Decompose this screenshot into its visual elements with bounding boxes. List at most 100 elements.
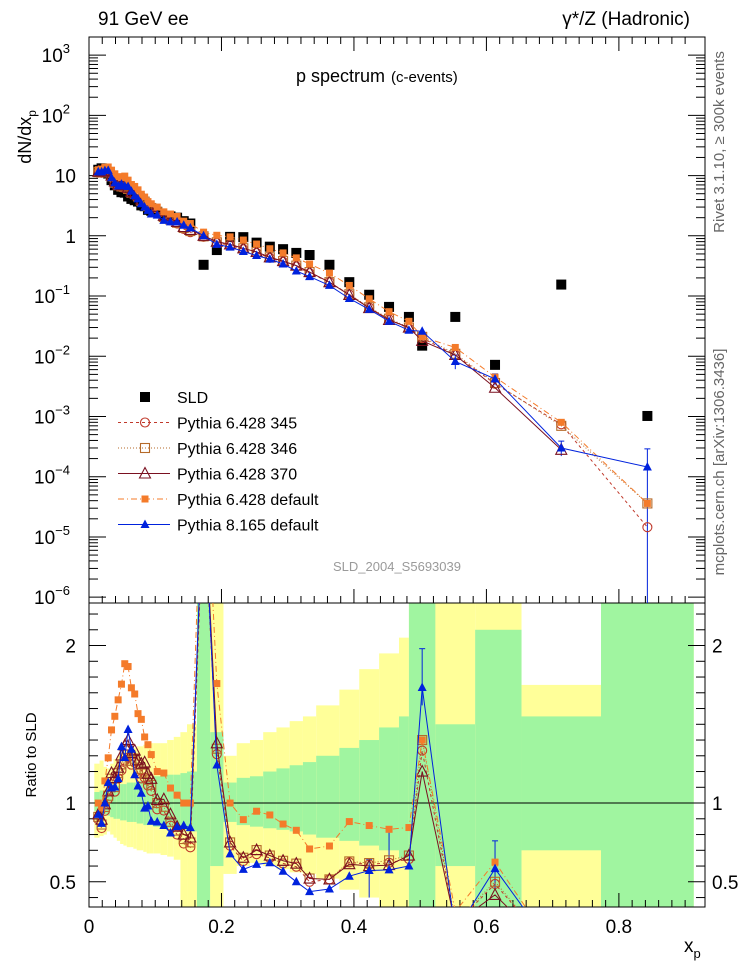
inner-band xyxy=(140,780,144,824)
series-point xyxy=(164,807,177,820)
y-tick-label: 10−2 xyxy=(34,342,70,368)
y-tick-label: 10−4 xyxy=(34,463,70,489)
sld-point xyxy=(642,410,653,421)
sld-point xyxy=(278,244,289,255)
y-tick-label: 1 xyxy=(65,227,76,248)
series-point xyxy=(305,271,315,281)
axis-ticks xyxy=(88,36,705,907)
series-point xyxy=(344,293,354,303)
series-point xyxy=(291,266,301,275)
series-point xyxy=(276,853,290,866)
series-point xyxy=(404,325,414,334)
series-point xyxy=(417,326,427,335)
y-tick-label: 10−3 xyxy=(34,402,70,428)
series-point xyxy=(136,788,146,797)
series-point xyxy=(278,866,288,875)
sld-point xyxy=(291,247,302,258)
series-point xyxy=(138,755,152,768)
series-point xyxy=(225,848,235,858)
y-tick-label: 102 xyxy=(42,101,70,127)
series-point xyxy=(199,230,209,240)
series-point xyxy=(345,818,353,826)
series-point xyxy=(384,864,394,874)
series-point xyxy=(488,887,502,900)
series-point xyxy=(265,254,275,263)
series-point xyxy=(127,684,135,692)
legend-label: Pythia 6.428 default xyxy=(177,492,319,509)
series-point xyxy=(642,461,652,471)
series-point xyxy=(557,418,565,426)
series-point xyxy=(158,801,169,812)
series-point xyxy=(643,950,652,959)
legend: SLD Pythia 6.428 345 Pythia 6.428 346 Pythi… xyxy=(118,390,319,535)
series-point xyxy=(146,209,156,218)
inner-band xyxy=(276,768,290,830)
series-point xyxy=(185,822,195,832)
series-point xyxy=(323,872,336,885)
series-point xyxy=(120,752,130,762)
series-point xyxy=(172,821,182,831)
series-point xyxy=(279,820,287,828)
inner-band xyxy=(123,784,127,821)
series-point xyxy=(238,864,248,873)
series-point xyxy=(110,782,120,791)
series-point xyxy=(157,792,171,805)
series-point xyxy=(212,239,222,248)
series-point xyxy=(173,212,181,220)
series-point xyxy=(557,955,566,964)
series-point xyxy=(121,732,135,746)
series-point xyxy=(141,733,149,741)
series-point xyxy=(306,845,314,853)
series-point xyxy=(144,771,158,784)
inner-band xyxy=(133,782,137,822)
series-point xyxy=(365,295,373,303)
series-point xyxy=(451,343,459,351)
inner-band xyxy=(136,780,141,824)
inner-band xyxy=(263,771,277,829)
series-point xyxy=(98,804,106,812)
series-point xyxy=(415,764,429,777)
series-point xyxy=(103,165,113,174)
process-label: γ*/Z (Hadronic) xyxy=(562,9,690,30)
series-point xyxy=(183,830,197,843)
ratio-y-tick-label: 0.5 xyxy=(712,873,738,894)
series-point xyxy=(124,184,138,197)
y-tick-label: 10 xyxy=(55,167,76,188)
x-axis-label: xp xyxy=(684,936,701,961)
inner-band xyxy=(359,740,380,846)
series-point xyxy=(126,186,136,195)
series-point xyxy=(179,220,189,229)
series-point xyxy=(344,856,355,867)
series-point xyxy=(136,768,147,779)
plot-title: p spectrum (c-events) xyxy=(296,66,458,86)
series-point xyxy=(177,827,191,840)
x-tick-label: 0.2 xyxy=(208,917,234,938)
series-point xyxy=(123,724,133,734)
inner-band xyxy=(339,747,360,841)
series-point xyxy=(170,214,184,227)
series-point xyxy=(325,842,333,850)
y-axis-label: dN/dxp xyxy=(15,110,39,164)
inner-band xyxy=(289,765,303,832)
series-point xyxy=(111,712,119,720)
series-point xyxy=(342,857,356,870)
series-point xyxy=(121,172,129,180)
ratio-series-line xyxy=(97,603,518,907)
series-point xyxy=(643,954,652,963)
series-point xyxy=(152,210,162,219)
series-point xyxy=(200,408,207,415)
series-point xyxy=(103,777,113,787)
ratio-y-axis-label: Ratio to SLD xyxy=(23,712,40,797)
series-point xyxy=(180,799,188,807)
sld-point xyxy=(211,245,222,256)
series-point xyxy=(451,927,460,936)
series-point xyxy=(126,744,136,753)
ratio-tick-labels: 0.5 0.5 1 1 2 2 0 0.2 0.4 0.6 0.8 xyxy=(50,637,739,938)
series-point xyxy=(124,176,132,184)
series-point xyxy=(642,498,653,509)
ratio-y-tick-label: 2 xyxy=(65,637,76,658)
series-point xyxy=(143,800,153,810)
series-point xyxy=(488,380,502,393)
series-point xyxy=(490,863,500,873)
inner-band xyxy=(236,777,250,826)
